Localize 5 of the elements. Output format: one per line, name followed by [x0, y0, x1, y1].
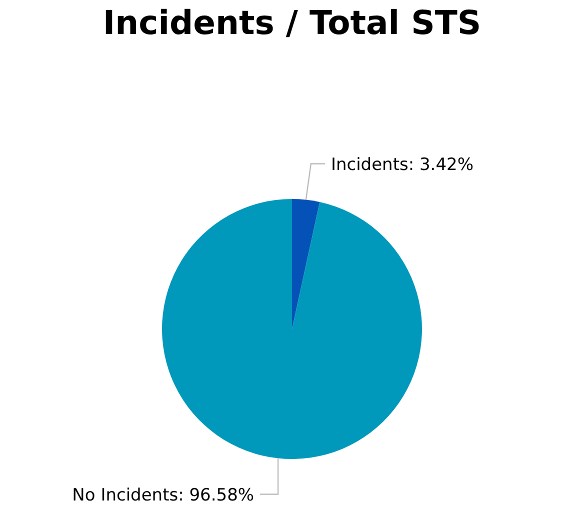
pie-slice	[162, 199, 422, 459]
pie-slice	[292, 199, 320, 329]
slice-label: No Incidents: 96.58%	[72, 485, 254, 506]
slice-label: Incidents: 3.42%	[330, 154, 474, 175]
chart-title: Incidents / Total STS	[102, 3, 482, 42]
